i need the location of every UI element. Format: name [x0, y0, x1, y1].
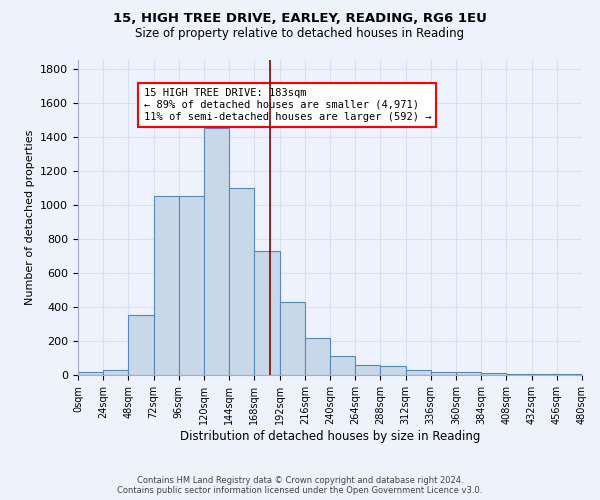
Bar — [78, 372, 103, 375]
Bar — [179, 196, 204, 375]
Bar — [103, 370, 128, 375]
Bar — [481, 374, 506, 375]
Bar — [456, 372, 481, 375]
Bar — [330, 356, 355, 375]
Bar — [254, 250, 280, 375]
Bar — [557, 374, 582, 375]
Bar — [506, 374, 532, 375]
Bar — [380, 366, 406, 375]
Text: 15 HIGH TREE DRIVE: 183sqm
← 89% of detached houses are smaller (4,971)
11% of s: 15 HIGH TREE DRIVE: 183sqm ← 89% of deta… — [143, 88, 431, 122]
Bar — [128, 316, 154, 375]
Bar — [204, 128, 229, 375]
Bar — [431, 372, 456, 375]
Text: Size of property relative to detached houses in Reading: Size of property relative to detached ho… — [136, 28, 464, 40]
Bar — [154, 196, 179, 375]
Bar — [305, 338, 330, 375]
Y-axis label: Number of detached properties: Number of detached properties — [25, 130, 35, 305]
Bar — [229, 188, 254, 375]
Bar — [406, 370, 431, 375]
X-axis label: Distribution of detached houses by size in Reading: Distribution of detached houses by size … — [180, 430, 480, 442]
Bar — [532, 374, 557, 375]
Bar — [355, 365, 380, 375]
Bar — [280, 302, 305, 375]
Text: Contains HM Land Registry data © Crown copyright and database right 2024.
Contai: Contains HM Land Registry data © Crown c… — [118, 476, 482, 495]
Text: 15, HIGH TREE DRIVE, EARLEY, READING, RG6 1EU: 15, HIGH TREE DRIVE, EARLEY, READING, RG… — [113, 12, 487, 26]
